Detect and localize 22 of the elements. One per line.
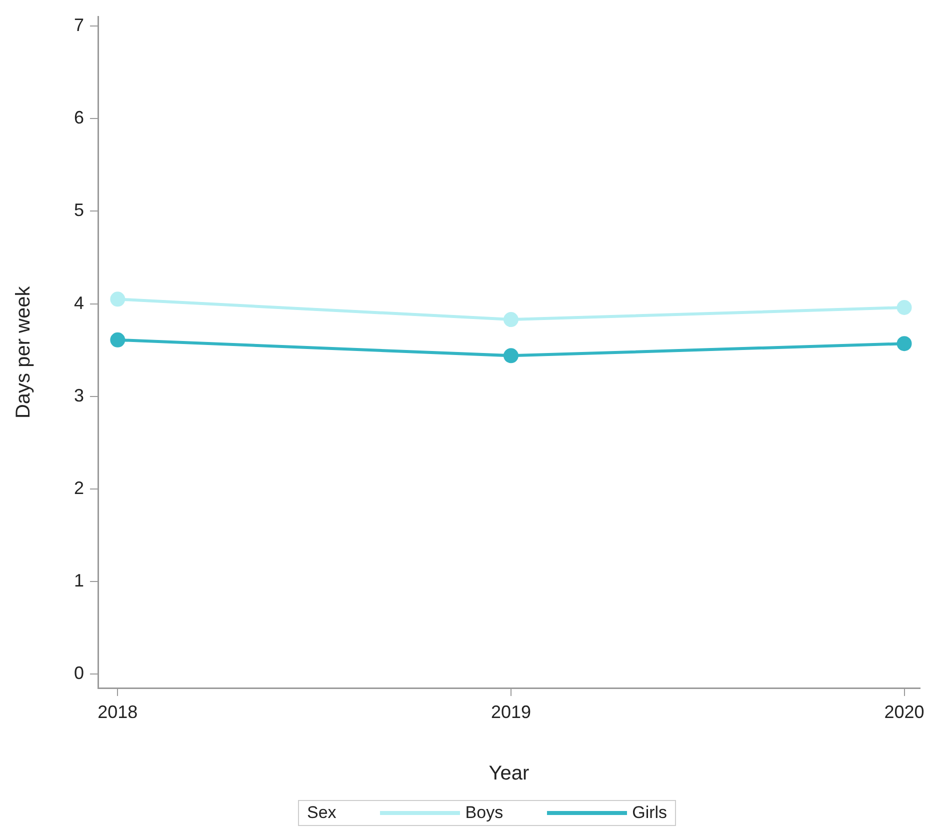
point bbox=[110, 292, 126, 307]
y-tick-label: 3 bbox=[74, 385, 84, 406]
y-axis-title: Days per week bbox=[12, 285, 35, 419]
y-tick-label: 5 bbox=[74, 200, 84, 220]
x-tick-label: 2020 bbox=[884, 702, 924, 722]
point bbox=[503, 312, 518, 328]
point bbox=[503, 348, 518, 364]
legend-label: Boys bbox=[465, 803, 504, 823]
x-axis-title: Year bbox=[488, 762, 530, 785]
legend-title: Sex bbox=[307, 803, 336, 823]
y-tick-label: 2 bbox=[74, 478, 84, 498]
y-tick-label: 6 bbox=[74, 108, 84, 128]
x-tick-label: 2019 bbox=[490, 702, 531, 722]
legend-label: Girls bbox=[632, 803, 668, 823]
y-tick-label: 4 bbox=[74, 292, 84, 313]
point bbox=[110, 332, 126, 348]
point bbox=[896, 336, 912, 352]
y-tick-label: 0 bbox=[74, 663, 84, 684]
x-tick-label: 2018 bbox=[98, 702, 138, 722]
y-tick-label: 1 bbox=[74, 570, 84, 591]
y-tick-label: 7 bbox=[74, 15, 84, 36]
point bbox=[896, 300, 912, 315]
